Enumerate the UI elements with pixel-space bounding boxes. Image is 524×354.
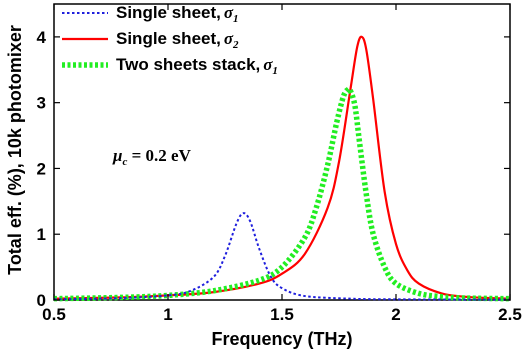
legend-subscript: 1 (272, 65, 278, 77)
annotation-subscript: c (122, 156, 127, 168)
y-tick-label: 1 (37, 225, 46, 244)
series-line-1 (53, 212, 511, 301)
annotation-symbol: μ (112, 146, 122, 165)
y-tick-label: 0 (37, 291, 46, 310)
legend-entry-3: Two sheets stack, σ1 (116, 55, 278, 77)
x-tick-label: 2 (391, 305, 400, 324)
legend-label: Single sheet, (116, 3, 221, 22)
legend-entry-2: Single sheet, σ2 (116, 29, 239, 51)
y-tick-label: 3 (37, 94, 46, 113)
legend-subscript: 2 (232, 39, 239, 51)
legend-subscript: 1 (233, 13, 239, 25)
y-tick-label: 2 (37, 159, 46, 178)
y-axis-label: Total eff. (%), 10k photomixer (5, 25, 25, 275)
legend-label: Single sheet, (116, 29, 221, 48)
x-tick-label: 0.5 (42, 305, 66, 324)
series-layer (53, 35, 511, 302)
annotation-text: = 0.2 eV (127, 146, 191, 165)
annotation-mu-c: μc = 0.2 eV (112, 146, 192, 168)
series-line-3 (53, 86, 511, 302)
legend-label: Two sheets stack, (116, 55, 260, 74)
legend-symbol: σ (224, 29, 234, 48)
legend-symbol: σ (224, 3, 234, 22)
x-tick-label: 1 (163, 305, 172, 324)
legend-entry-1: Single sheet, σ1 (116, 3, 239, 25)
y-tick-label: 4 (37, 28, 47, 47)
x-tick-label: 1.5 (270, 305, 294, 324)
x-axis-label: Frequency (THz) (211, 329, 352, 349)
x-tick-label: 2.5 (498, 305, 522, 324)
legend-symbol: σ (263, 55, 273, 74)
tick-layer: 0.5 1 1.5 2 2.5 0 1 2 3 4 (37, 4, 522, 324)
